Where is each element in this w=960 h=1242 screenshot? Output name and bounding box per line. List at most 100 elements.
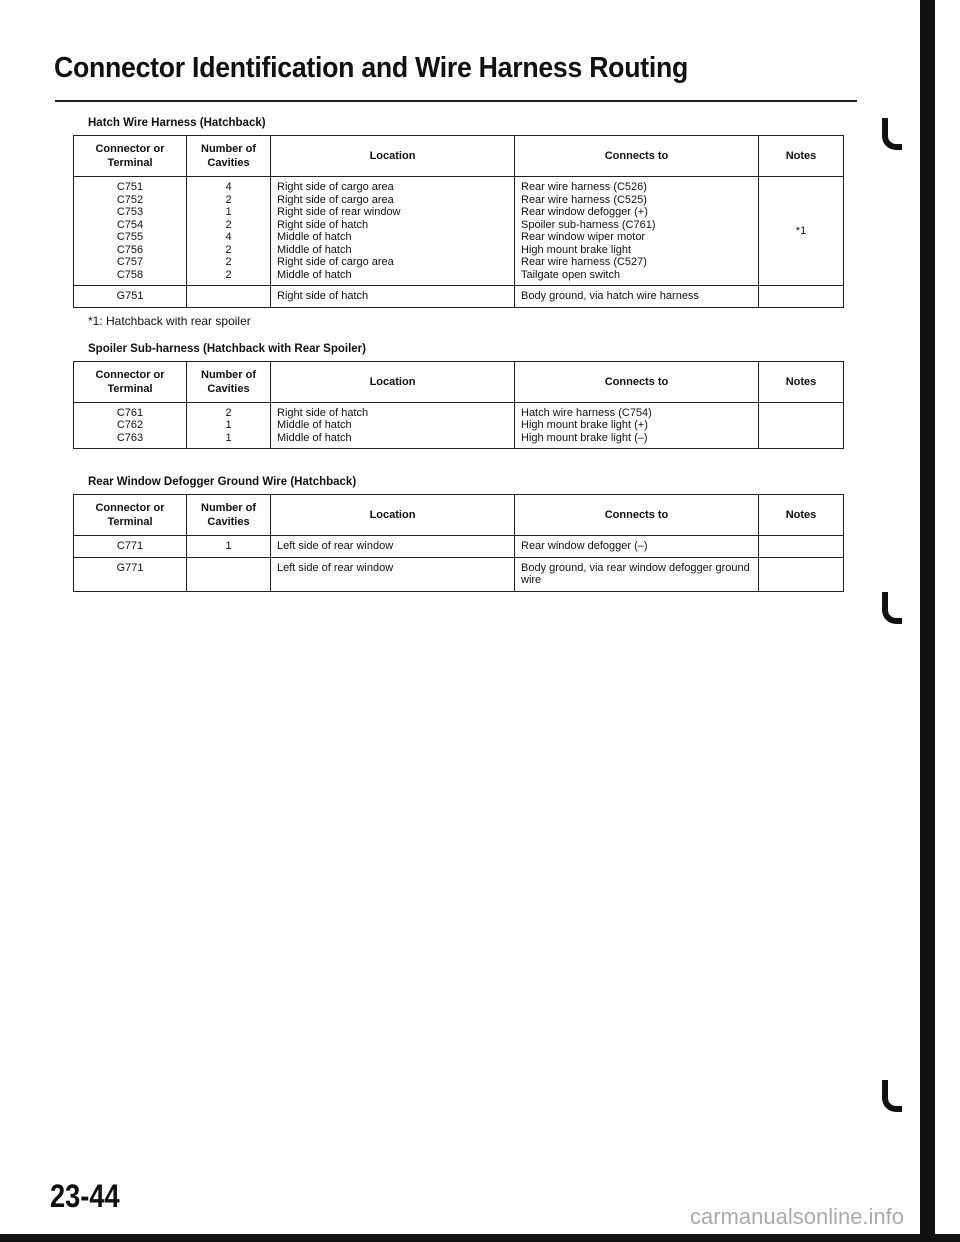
cell-line: 2 [225, 193, 232, 206]
notes-cell [758, 556, 844, 592]
connector-list: C761 C762 C763 [73, 401, 187, 449]
footnote: *1: Hatchback with rear spoiler [88, 313, 251, 328]
page-content: Hatch Wire Harness (Hatchback) Connector… [73, 116, 844, 592]
connects-cell: Rear window defogger (–) [514, 535, 759, 558]
header-connector: Connector or Terminal [73, 360, 187, 403]
cell-line: Right side of cargo area [277, 193, 394, 206]
location-cell: Right side of hatch [270, 285, 515, 308]
header-connector: Connector or Terminal [73, 494, 187, 536]
notes-cell: *1 [758, 176, 844, 286]
page-bottom-bar [0, 1234, 960, 1242]
cell-line: Right side of hatch [277, 406, 369, 419]
cell-line: High mount brake light (+) [521, 419, 648, 431]
location-list: Right side of hatch Middle of hatch Middle… [270, 401, 515, 449]
header-connects: Connects to [514, 360, 759, 403]
cell-line: Rear wire harness (C526) [521, 181, 647, 193]
cell-line: Rear wire harness (C527) [521, 256, 647, 268]
cell-line: 2 [225, 243, 232, 256]
cell-line: Middle of hatch [277, 268, 352, 281]
cell-line: Right side of cargo area [277, 256, 394, 268]
table-row: G771 Left side of rear window Body groun… [73, 556, 844, 592]
cell-line: 2 [225, 268, 232, 281]
location-cell: Left side of rear window [270, 535, 515, 558]
binding-mark [882, 118, 902, 150]
section-title-spoiler: Spoiler Sub-harness (Hatchback with Rear… [88, 342, 366, 355]
page-edge-bar [920, 0, 935, 1242]
section-title-defogger: Rear Window Defogger Ground Wire (Hatchb… [88, 476, 357, 488]
cell-line: Rear window wiper motor [521, 231, 646, 243]
cell-line: C758 [116, 268, 144, 281]
cell-line: C753 [116, 206, 144, 218]
header-connects: Connects to [514, 135, 759, 177]
table-row: G751 Right side of hatch Body ground, vi… [73, 285, 844, 308]
cell-line: Tailgate open switch [521, 268, 621, 281]
section-title-hatch: Hatch Wire Harness (Hatchback) [88, 117, 266, 129]
cell-line: Rear window defogger (+) [521, 206, 648, 218]
connector-cell: C771 [73, 535, 187, 558]
cell-line: C752 [116, 193, 144, 206]
cell-line: Middle of hatch [277, 431, 352, 444]
page-number: 23-44 [50, 1178, 120, 1214]
cell-line: 4 [225, 231, 232, 243]
cavities-cell: 1 [186, 535, 271, 558]
cell-line: C763 [116, 431, 144, 444]
location-list: Right side of cargo area Right side of ca… [270, 176, 515, 286]
connects-cell: Body ground, via rear window defogger gr… [514, 556, 759, 592]
cell-line: C756 [116, 243, 144, 256]
header-connects: Connects to [514, 494, 759, 536]
header-cavities: Number of Cavities [186, 135, 271, 177]
page-title: Connector Identification and Wire Harnes… [54, 52, 689, 84]
cell-line: C762 [116, 419, 144, 431]
header-notes: Notes [758, 494, 844, 536]
connects-cell: Body ground, via hatch wire harness [514, 285, 759, 308]
cell-line: High mount brake light [521, 243, 632, 256]
header-notes: Notes [758, 135, 844, 177]
table-header: Connector or Terminal Number of Cavities… [73, 494, 844, 536]
location-cell: Left side of rear window [270, 556, 515, 592]
connector-cell: G751 [73, 285, 187, 308]
header-cavities: Number of Cavities [186, 494, 271, 536]
connector-list: C751 C752 C753 C754 C755 C756 C757 C758 [73, 176, 187, 286]
cavities-cell [186, 285, 271, 308]
cell-line: High mount brake light (–) [521, 431, 648, 444]
defogger-ground-table: Connector or Terminal Number of Cavities… [73, 494, 844, 592]
header-location: Location [270, 135, 515, 177]
cell-line: 4 [225, 181, 232, 193]
title-rule [55, 100, 857, 102]
cell-line: 1 [225, 419, 232, 431]
cell-line: Spoiler sub-harness (C761) [521, 218, 656, 231]
binding-mark [882, 1080, 902, 1112]
header-location: Location [270, 494, 515, 536]
notes-cell [758, 401, 844, 449]
cell-line: Middle of hatch [277, 243, 352, 256]
cell-line: C757 [116, 256, 144, 268]
notes-cell [758, 285, 844, 308]
cell-line: 2 [225, 218, 232, 231]
header-notes: Notes [758, 360, 844, 403]
cell-line: C754 [116, 218, 144, 231]
binding-mark [882, 592, 902, 624]
connects-list: Hatch wire harness (C754) High mount brak… [514, 401, 759, 449]
notes-cell [758, 535, 844, 558]
cell-line: Middle of hatch [277, 419, 352, 431]
cell-line: C755 [116, 231, 144, 243]
cell-line: 2 [225, 406, 232, 419]
hatch-harness-table: Connector or Terminal Number of Cavities… [73, 135, 844, 308]
table-row: C771 1 Left side of rear window Rear win… [73, 535, 844, 558]
header-location: Location [270, 360, 515, 403]
cell-line: C761 [116, 406, 144, 419]
connects-list: Rear wire harness (C526) Rear wire harnes… [514, 176, 759, 286]
cell-line: Right side of cargo area [277, 181, 394, 193]
cell-line: 1 [225, 431, 232, 444]
cell-line: 1 [225, 206, 232, 218]
cell-line: 2 [225, 256, 232, 268]
connector-cell: G771 [73, 556, 187, 592]
header-cavities: Number of Cavities [186, 360, 271, 403]
table-header: Connector or Terminal Number of Cavities… [73, 360, 844, 403]
cell-line: Rear wire harness (C525) [521, 193, 647, 206]
cavities-cell [186, 556, 271, 592]
